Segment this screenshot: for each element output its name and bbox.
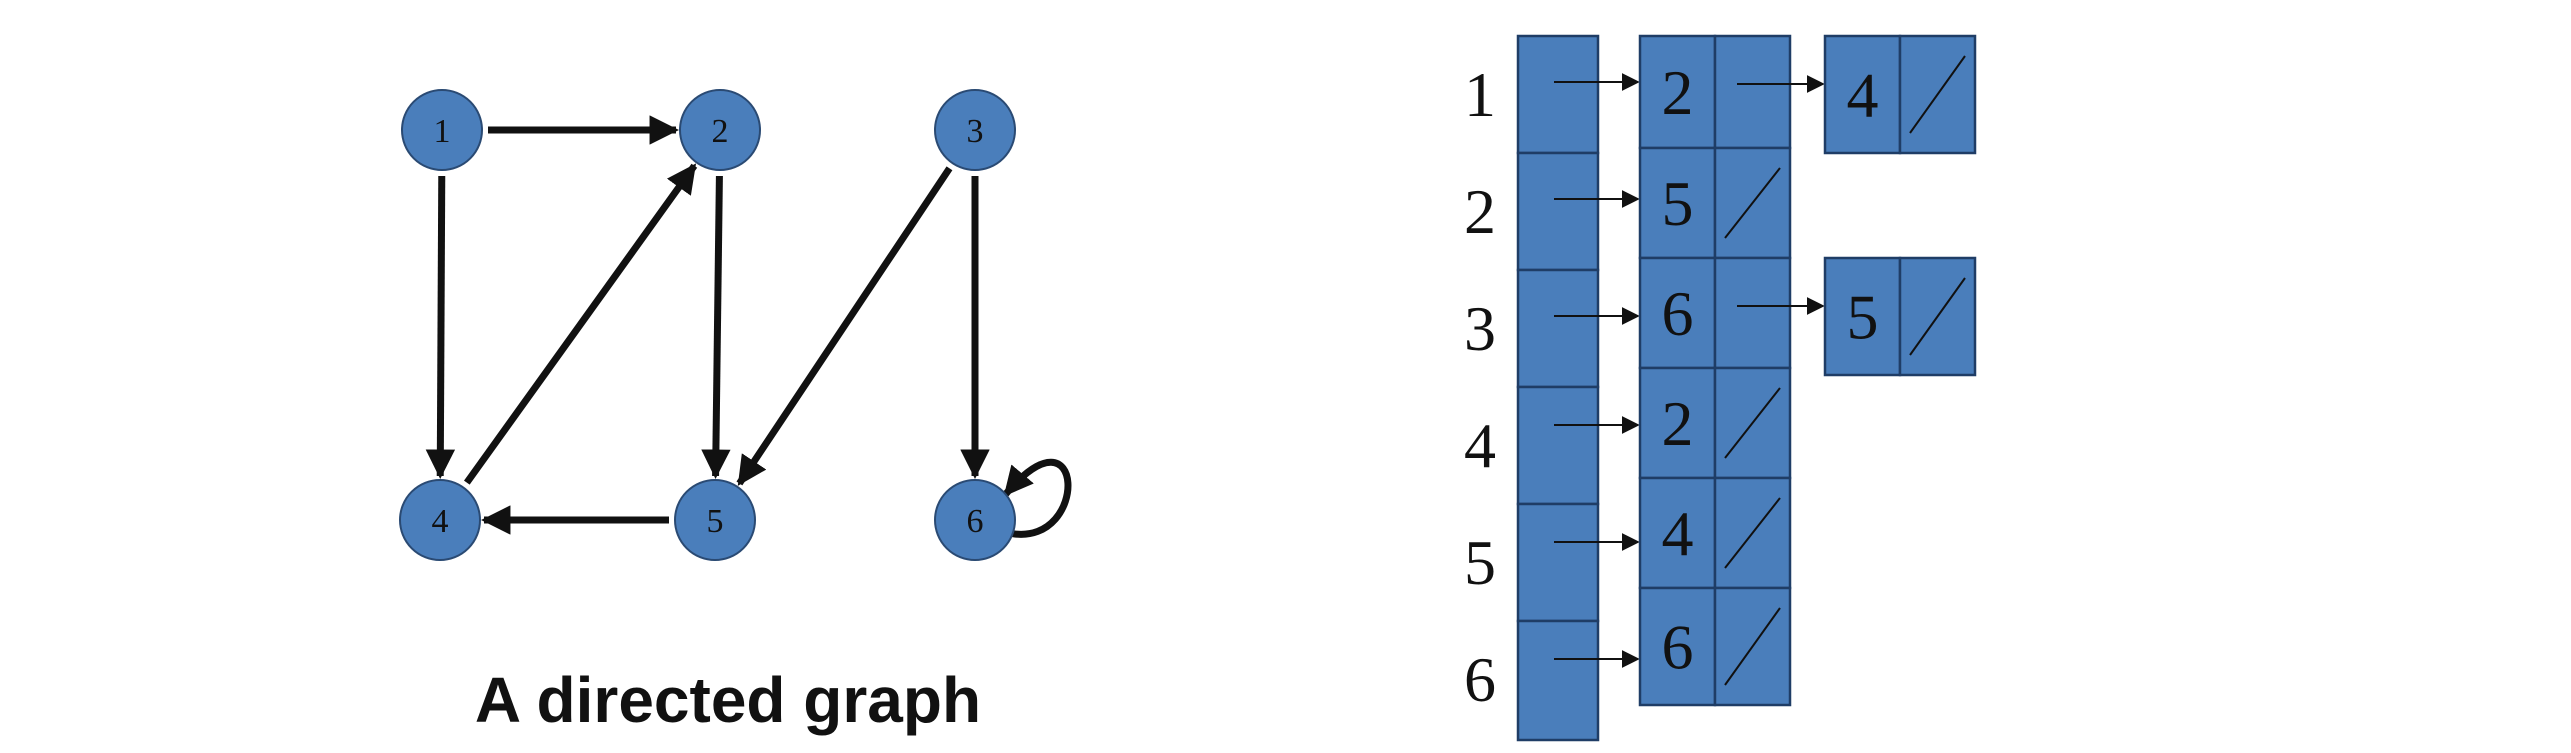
head-slot-3 [1516,268,1600,389]
adjacency-head-array [1516,34,1600,742]
head-slot-6 [1516,619,1600,742]
graph-edges [425,115,1072,538]
graph-node-label: 1 [434,113,451,150]
graph-node-5: 5 [674,479,756,561]
head-slot-1 [1516,34,1600,155]
graph-caption: A directed graph [475,664,981,736]
edge-1-to-4 [425,175,456,479]
list-node-3-2: 5 [1737,256,1977,377]
list-value-label: 2 [1662,388,1694,459]
adjacency-lists: 2 4 5 6 5 2 4 6 [1554,34,1977,707]
row-label-6: 6 [1464,644,1496,715]
null-pointer-slash [1724,497,1781,569]
head-slot-5 [1516,502,1600,623]
row-label-2: 2 [1464,176,1496,247]
row-label-3: 3 [1464,293,1496,364]
adjacency-list-panel: 1 2 3 4 5 6 2 4 5 6 5 2 4 6 [1464,34,1977,742]
list-value-cell [1638,476,1717,590]
graph-node-circle [934,479,1016,561]
list-node-4-1: 2 [1554,366,1792,480]
graph-node-label: 3 [967,113,984,150]
row-label-4: 4 [1464,410,1496,481]
null-pointer-slash [1909,55,1966,134]
list-node-1-1: 2 [1554,34,1792,150]
list-value-cell [1823,34,1902,155]
graph-node-circle [401,89,483,171]
edge-4-to-2 [463,163,698,485]
row-label-1: 1 [1464,59,1496,130]
list-value-label: 5 [1662,168,1694,239]
graph-panel: 1 2 3 4 5 6 A directed graph [399,89,1072,736]
graph-node-label: 6 [967,503,984,540]
head-slot-2 [1516,151,1600,272]
list-value-cell [1638,586,1717,707]
list-value-label: 5 [1847,282,1879,353]
list-next-cell [1713,256,1792,370]
list-node-5-1: 4 [1554,476,1792,590]
graph-node-3: 3 [934,89,1016,171]
null-pointer-slash [1724,387,1781,459]
graph-nodes: 1 2 3 4 5 6 [399,89,1016,561]
graph-node-1: 1 [401,89,483,171]
head-slot-4 [1516,385,1600,506]
graph-node-label: 4 [432,503,449,540]
null-pointer-slash [1724,607,1781,686]
list-node-2-1: 5 [1554,146,1792,260]
null-pointer-slash [1909,277,1966,356]
edge-6-to-6 [1002,458,1072,538]
edge-3-to-5 [736,166,953,486]
list-value-cell [1638,34,1717,150]
list-value-label: 4 [1847,60,1879,131]
adjacency-row-labels: 1 2 3 4 5 6 [1464,59,1496,715]
graph-node-4: 4 [399,479,481,561]
graph-node-circle [934,89,1016,171]
list-value-label: 4 [1662,498,1694,569]
row-label-5: 5 [1464,527,1496,598]
graph-node-circle [399,479,481,561]
graph-node-2: 2 [679,89,761,171]
graph-node-circle [679,89,761,171]
list-node-6-1: 6 [1554,586,1792,707]
list-node-1-2: 4 [1737,34,1977,155]
list-value-label: 2 [1662,57,1694,128]
null-pointer-slash [1724,167,1781,239]
list-value-label: 6 [1662,278,1694,349]
list-next-cell [1713,34,1792,150]
list-value-cell [1638,256,1717,370]
graph-node-label: 5 [707,503,724,540]
edge-2-to-5 [701,175,731,479]
graph-node-6: 6 [934,479,1016,561]
list-value-label: 6 [1662,612,1694,683]
graph-node-label: 2 [712,113,729,150]
graph-node-circle [674,479,756,561]
